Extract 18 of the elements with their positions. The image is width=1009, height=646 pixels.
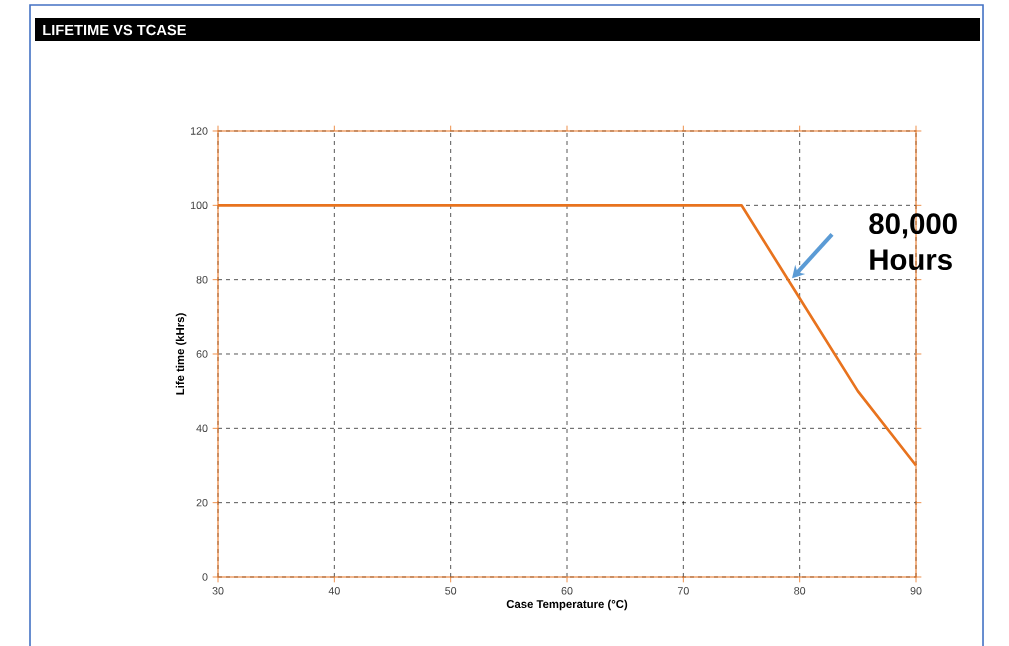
y-tick-label: 60: [196, 350, 208, 358]
y-tick-label: 0: [202, 573, 208, 581]
x-tick-label: 60: [561, 587, 573, 595]
chart-title: LIFETIME VS TCASE: [43, 24, 186, 36]
x-tick-label: 50: [445, 587, 457, 595]
y-tick-label: 120: [190, 127, 208, 135]
x-tick-label: 90: [910, 587, 922, 595]
x-tick-label: 70: [677, 587, 689, 595]
y-tick-label: 80: [196, 275, 208, 284]
x-tick-label: 40: [328, 587, 340, 595]
y-axis-title: Life time (kHrs): [175, 313, 187, 395]
x-axis-title: Case Temperature (°C): [506, 599, 628, 611]
y-tick-label: 40: [196, 424, 208, 433]
y-tick-label: 20: [196, 498, 208, 507]
annotation: 80,000 Hours: [869, 213, 957, 271]
y-tick-label: 100: [190, 201, 208, 210]
x-tick-label: 30: [212, 587, 224, 595]
x-tick-label: 80: [794, 587, 806, 595]
